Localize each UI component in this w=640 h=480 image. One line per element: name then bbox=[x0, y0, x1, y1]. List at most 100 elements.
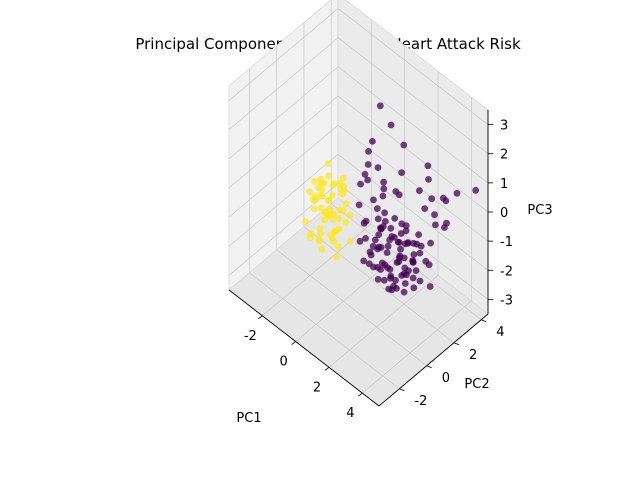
z-tick-label: 2 bbox=[500, 148, 508, 163]
data-point bbox=[397, 245, 404, 253]
grid-line bbox=[337, 66, 489, 184]
data-point bbox=[391, 233, 398, 241]
data-point bbox=[398, 220, 406, 228]
grid-line bbox=[337, 8, 489, 125]
data-point bbox=[339, 174, 347, 182]
grid-line bbox=[337, 37, 489, 154]
data-point bbox=[336, 179, 344, 187]
x-tick-label: -2 bbox=[244, 329, 257, 344]
data-point bbox=[377, 224, 384, 232]
data-point bbox=[328, 191, 336, 199]
data-point bbox=[421, 205, 429, 213]
data-point bbox=[310, 178, 318, 185]
axes-panes bbox=[228, 0, 489, 407]
data-point bbox=[385, 285, 393, 293]
data-point bbox=[383, 249, 391, 256]
data-point bbox=[374, 215, 382, 223]
x-tick-mark bbox=[291, 341, 296, 345]
y-tick-label: -2 bbox=[414, 394, 427, 409]
x-tick-label: 0 bbox=[280, 355, 288, 370]
data-point bbox=[316, 236, 323, 244]
data-point bbox=[365, 260, 373, 268]
data-point bbox=[325, 196, 332, 204]
data-point bbox=[410, 284, 418, 292]
data-point bbox=[426, 283, 434, 290]
grid-line bbox=[228, 8, 339, 101]
data-point bbox=[409, 258, 417, 266]
data-point bbox=[428, 195, 436, 203]
data-point bbox=[431, 211, 438, 219]
z-tick-label: 0 bbox=[500, 206, 508, 221]
data-point bbox=[327, 231, 334, 239]
data-point bbox=[400, 141, 408, 149]
data-point bbox=[355, 201, 363, 209]
x-tick-mark bbox=[324, 367, 330, 371]
data-point bbox=[396, 252, 404, 260]
data-point bbox=[310, 205, 318, 213]
data-point bbox=[401, 280, 409, 287]
grid-line bbox=[362, 300, 472, 394]
data-point bbox=[391, 215, 399, 222]
y-tick-label: 2 bbox=[469, 348, 477, 363]
data-point bbox=[412, 267, 420, 274]
z-tick-label: 1 bbox=[500, 177, 508, 192]
data-point bbox=[318, 186, 326, 194]
data-point bbox=[401, 264, 409, 272]
data-point bbox=[364, 176, 371, 184]
data-point bbox=[316, 230, 324, 237]
data-point bbox=[392, 188, 400, 195]
data-point bbox=[362, 235, 369, 242]
data-point bbox=[369, 242, 377, 250]
data-point bbox=[380, 276, 388, 284]
tick-labels: -2 0 2 4 -2 0 2 4 -3 -2 -1 0 1 2 3 bbox=[244, 119, 513, 422]
data-point bbox=[381, 209, 388, 217]
data-point bbox=[335, 215, 343, 223]
x-tick-label: 2 bbox=[313, 380, 321, 395]
y-tick-mark bbox=[481, 319, 487, 323]
grid-line bbox=[262, 223, 372, 317]
data-point bbox=[318, 245, 326, 253]
data-point bbox=[312, 196, 319, 204]
data-point bbox=[356, 237, 364, 245]
data-point bbox=[335, 243, 342, 251]
y-axis-label: PC2 bbox=[464, 377, 489, 392]
data-point bbox=[422, 257, 430, 265]
grid-line bbox=[228, 95, 339, 189]
data-point bbox=[346, 237, 354, 245]
data-point bbox=[365, 148, 372, 155]
data-point bbox=[441, 224, 448, 231]
grid-line bbox=[228, 66, 339, 160]
data-point bbox=[425, 176, 432, 183]
data-point bbox=[366, 248, 374, 256]
data-point bbox=[472, 186, 480, 194]
data-point bbox=[410, 251, 418, 258]
data-point bbox=[400, 288, 408, 296]
data-point bbox=[360, 257, 368, 265]
y-tick-mark bbox=[453, 342, 460, 346]
data-point bbox=[380, 185, 388, 193]
z-tick-label: -1 bbox=[500, 235, 513, 250]
data-point bbox=[398, 169, 406, 177]
data-point bbox=[357, 180, 364, 188]
data-point bbox=[319, 192, 326, 200]
data-point bbox=[370, 196, 377, 204]
data-point bbox=[387, 274, 394, 282]
z-tick-label: -2 bbox=[500, 264, 513, 279]
data-point bbox=[384, 242, 392, 250]
data-point bbox=[337, 185, 345, 193]
data-point bbox=[342, 219, 350, 226]
y-axis-line bbox=[378, 313, 489, 407]
data-point bbox=[404, 239, 412, 246]
data-point bbox=[324, 160, 332, 168]
scatter-points bbox=[302, 102, 480, 296]
data-point bbox=[364, 161, 372, 168]
data-point bbox=[336, 206, 344, 214]
y-tick-label: 0 bbox=[442, 371, 450, 386]
data-point bbox=[416, 187, 423, 195]
data-point bbox=[453, 189, 461, 197]
z-axis-label: PC3 bbox=[527, 203, 552, 218]
data-point bbox=[361, 170, 369, 178]
data-point bbox=[373, 205, 381, 213]
data-point bbox=[410, 239, 417, 247]
